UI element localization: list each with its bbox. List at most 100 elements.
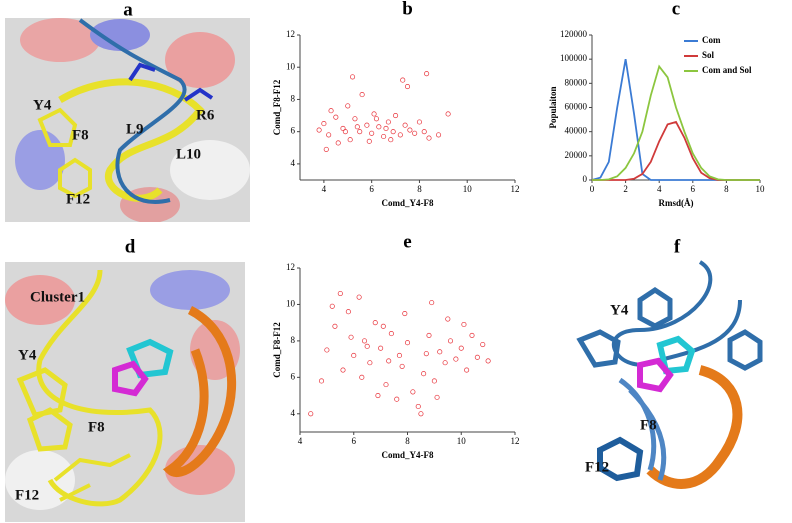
scatter-point — [458, 345, 464, 351]
x-tick-label: 10 — [756, 184, 766, 194]
x-tick-label: 12 — [511, 184, 520, 194]
x-tick-label: 8 — [417, 184, 422, 194]
scatter-point — [385, 119, 391, 125]
residue-label: F8 — [88, 419, 105, 435]
x-tick-label: 10 — [457, 436, 467, 446]
scatter-point — [324, 347, 330, 353]
scatter-point — [372, 320, 378, 326]
scatter-point — [393, 113, 399, 119]
scatter-point — [371, 111, 377, 117]
scatter-point — [357, 129, 363, 135]
residue-label: F12 — [66, 191, 90, 207]
scatter-point — [421, 129, 427, 135]
scatter-point — [447, 338, 454, 344]
x-tick-label: 8 — [724, 184, 729, 194]
residue-label: Cluster1 — [30, 289, 85, 305]
scatter-point — [332, 323, 338, 329]
scatter-point — [359, 374, 365, 380]
scatter-point — [426, 332, 432, 338]
scatter-point — [480, 341, 486, 348]
scatter-point — [337, 290, 343, 297]
y-tick-label: 20000 — [565, 150, 588, 160]
scatter-point — [352, 116, 358, 122]
scatter-point — [424, 71, 430, 77]
residue-label: Y4 — [33, 97, 52, 113]
scatter-point — [380, 323, 386, 329]
scatter-point — [340, 367, 346, 373]
x-tick-label: 0 — [590, 184, 595, 194]
scatter-point — [461, 321, 467, 328]
scatter-point — [340, 125, 346, 131]
scatter-point — [436, 132, 442, 138]
line-series — [592, 64, 760, 181]
legend-label: Com and Sol — [702, 65, 752, 75]
scatter-point — [376, 124, 382, 130]
scatter-point — [402, 311, 408, 317]
scatter-point — [416, 119, 422, 125]
scatter-point — [402, 122, 408, 128]
y-tick-label: 10 — [286, 299, 296, 309]
scatter-point — [345, 309, 351, 315]
y-tick-label: 100000 — [560, 53, 588, 63]
scatter-point — [308, 411, 314, 417]
residue-label: F12 — [585, 459, 609, 475]
scatter-point — [429, 300, 435, 306]
molecule-image-d — [5, 262, 245, 522]
scatter-point — [445, 316, 451, 322]
scatter-point — [404, 84, 411, 90]
panel-label: a — [123, 0, 133, 20]
chart-title: c — [672, 0, 680, 19]
scatter-point — [378, 345, 384, 351]
scatter-point — [342, 129, 348, 135]
legend-label: Sol — [702, 50, 715, 60]
scatter-point — [464, 367, 470, 373]
y-axis-label: Comd_F8-F12 — [272, 322, 282, 378]
scatter-point — [383, 125, 389, 131]
y-axis-label: Comd_F8-F12 — [272, 79, 282, 135]
scatter-point — [407, 127, 413, 133]
scatter-point — [388, 137, 394, 143]
scatter-point — [418, 411, 424, 417]
residue-label: F8 — [72, 127, 89, 143]
scatter-point — [399, 363, 405, 369]
scatter-point — [369, 130, 375, 136]
y-tick-label: 10 — [286, 61, 296, 71]
scatter-point — [453, 356, 459, 362]
line-series — [592, 120, 760, 181]
scatter-point — [485, 358, 491, 364]
x-tick-label: 8 — [405, 436, 410, 446]
x-axis-label: Rmsd(Å) — [659, 198, 694, 208]
scatter-point — [390, 129, 396, 135]
x-tick-label: 2 — [623, 184, 628, 194]
residue-label: F12 — [15, 487, 39, 503]
scatter-point — [388, 331, 394, 337]
y-tick-label: 4 — [291, 158, 296, 168]
residue-label: R6 — [196, 107, 215, 123]
y-tick-label: 40000 — [565, 126, 588, 136]
x-tick-label: 4 — [298, 436, 303, 446]
scatter-point — [394, 396, 400, 402]
molecule-image-f — [576, 260, 763, 489]
residue-label: Y4 — [610, 302, 629, 318]
scatter-point — [323, 146, 329, 152]
x-tick-label: 6 — [691, 184, 696, 194]
scatter-point — [326, 132, 332, 138]
scatter-point — [373, 116, 379, 122]
scatter-point — [348, 334, 354, 340]
panel-label: d — [125, 236, 136, 257]
y-tick-label: 60000 — [565, 102, 588, 112]
scatter-point — [423, 351, 429, 357]
scatter-point — [347, 137, 353, 143]
scatter-point — [364, 343, 370, 349]
x-tick-label: 6 — [352, 436, 357, 446]
scatter-point — [350, 74, 356, 80]
residue-label: Y4 — [18, 347, 37, 363]
scatter-point — [375, 393, 381, 399]
scatter-point — [359, 92, 365, 98]
y-tick-label: 80000 — [565, 77, 588, 87]
residue-label: F8 — [640, 417, 657, 433]
scatter-point — [361, 338, 368, 344]
scatter-point — [445, 111, 451, 117]
scatter-point — [351, 352, 357, 359]
